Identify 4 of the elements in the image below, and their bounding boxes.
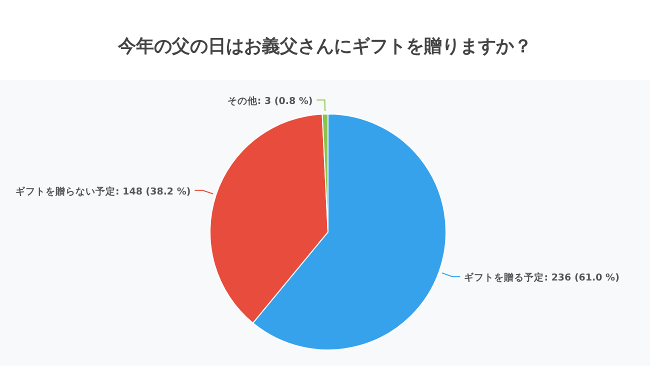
slice-label: ギフトを贈る予定: 236 (61.0 %) — [464, 272, 620, 284]
slice-label: その他: 3 (0.8 %) — [227, 95, 313, 108]
slice-label: ギフトを贈らない予定: 148 (38.2 %) — [16, 185, 191, 198]
chart-title: 今年の父の日はお義父さんにギフトを贈りますか？ — [117, 36, 532, 57]
